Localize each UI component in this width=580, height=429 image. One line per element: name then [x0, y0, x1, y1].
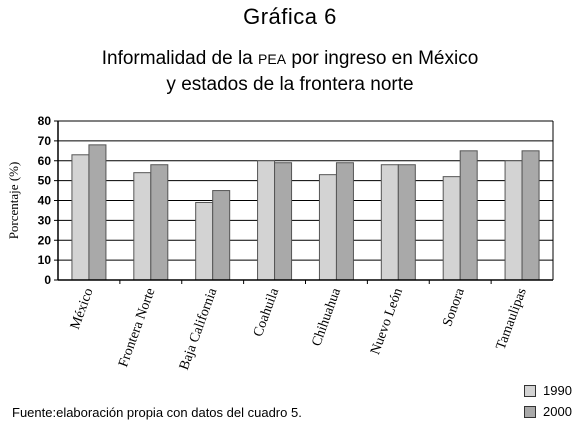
bar-2000: [397, 164, 416, 281]
bar-1990: [504, 160, 523, 281]
legend-label: 2000: [543, 404, 572, 419]
x-tick-label: México: [68, 286, 97, 331]
y-tick-label: 50: [38, 174, 52, 188]
x-tick-label: Tamaulipas: [494, 286, 530, 352]
bar-1990: [380, 164, 399, 281]
title-part1: Informalidad de la: [101, 48, 259, 69]
figure-label: Gráfica 6: [243, 4, 337, 29]
legend-swatch: [524, 384, 536, 397]
bar-1990: [257, 160, 276, 281]
chart-title-line2: y estados de la frontera norte: [166, 74, 414, 95]
bar-2000: [521, 150, 540, 281]
y-tick-label: 30: [38, 213, 52, 227]
title-abbrev: PEA: [258, 51, 287, 67]
x-tick-label: Frontera Norte: [116, 286, 158, 369]
legend-label: 1990: [543, 383, 572, 398]
legend-item: 2000: [524, 401, 572, 422]
legend-swatch: [524, 405, 536, 418]
title-part2: por ingreso en México: [286, 48, 479, 69]
y-tick-label: 10: [38, 253, 52, 267]
y-tick-label: 20: [38, 233, 52, 247]
legend-item: 1990: [524, 380, 572, 401]
y-tick-label: 80: [38, 114, 52, 128]
bar-1990: [195, 201, 214, 281]
y-tick-label: 40: [38, 194, 52, 208]
x-tick-label: Baja California: [177, 286, 221, 373]
bar-1990: [442, 176, 461, 281]
bar-2000: [335, 162, 354, 281]
y-tick-label: 0: [44, 273, 51, 287]
bar-1990: [71, 154, 90, 281]
bar-2000: [150, 164, 169, 281]
bar-2000: [212, 190, 231, 281]
chart-title-line1: Informalidad de la PEA por ingreso en Mé…: [0, 48, 580, 70]
legend: 1990 2000: [524, 380, 572, 422]
bar-2000: [459, 150, 478, 281]
source-note: Fuente:elaboración propia con datos del …: [12, 405, 302, 420]
y-tick-label: 60: [38, 154, 52, 168]
bar-1990: [318, 174, 337, 281]
x-tick-label: Coahuila: [251, 286, 283, 339]
y-tick-label: 70: [38, 134, 52, 148]
x-tick-label: Sonora: [440, 286, 468, 329]
bar-2000: [274, 162, 293, 281]
x-tick-label: Nuevo León: [368, 286, 406, 357]
bar-2000: [88, 144, 107, 281]
bar-1990: [133, 172, 152, 281]
y-axis-label: Porcentaje (%): [6, 162, 21, 240]
x-tick-label: Chihuahua: [309, 285, 344, 348]
